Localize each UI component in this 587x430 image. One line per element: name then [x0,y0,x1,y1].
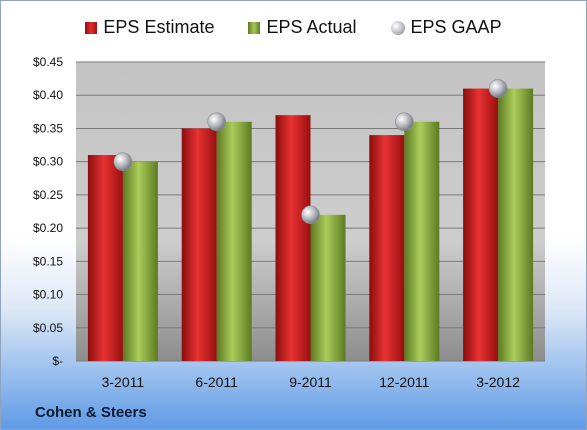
y-tick-label: $0.10 [33,288,63,302]
y-tick-label: $0.05 [33,321,63,335]
y-tick-label: $- [52,354,63,368]
gaap-markers [113,79,508,225]
company-name: Cohen & Steers [35,404,147,421]
legend-label-gaap: EPS GAAP [410,17,502,37]
bar-eps-estimate [369,135,405,361]
bar-eps-actual [404,121,440,361]
y-tick-label: $0.25 [33,188,63,202]
x-tick-label: 9-2011 [289,374,332,390]
x-tick-label: 3-2011 [102,374,145,390]
x-tick-label: 6-2011 [195,374,238,390]
estimate-swatch-icon [85,21,98,34]
marker-eps-gaap [488,79,508,98]
y-tick-label: $0.30 [33,155,63,169]
bar-eps-actual [216,121,252,361]
actual-swatch-icon [248,21,261,34]
y-tick-label: $0.20 [33,221,63,235]
x-tick-label: 12-2011 [379,374,430,390]
bar-eps-estimate [87,155,123,361]
y-tick-label: $0.15 [33,254,63,268]
y-tick-label: $0.40 [33,88,63,102]
legend: EPS Estimate EPS Actual EPS GAAP [1,17,586,38]
bar-eps-actual [498,88,534,362]
bar-eps-actual [122,161,158,361]
legend-label-estimate: EPS Estimate [103,17,215,37]
marker-eps-gaap [113,152,133,171]
y-tick-label: $0.35 [33,121,63,135]
bar-eps-actual [310,214,346,361]
legend-label-actual: EPS Actual [266,17,357,37]
bar-eps-estimate [275,115,311,362]
gaap-swatch-icon [390,20,405,35]
legend-item-actual: EPS Actual [248,17,357,38]
x-tick-label: 3-2012 [476,374,520,390]
x-axis-ticks: 3-2011 6-2011 9-2011 12-2011 3-2012 [102,374,520,390]
bars [87,88,534,362]
y-axis-ticks: $- $0.05 $0.10 $0.15 $0.20 $0.25 $0.30 $0.35 $0.… [33,55,63,368]
bar-eps-estimate [181,128,217,361]
legend-item-estimate: EPS Estimate [85,17,214,38]
y-tick-label: $0.45 [33,55,63,69]
marker-eps-gaap [394,112,414,132]
marker-eps-gaap [207,112,226,132]
marker-eps-gaap [301,205,320,225]
legend-item-gaap: EPS GAAP [390,17,502,38]
bar-eps-estimate [463,88,499,362]
